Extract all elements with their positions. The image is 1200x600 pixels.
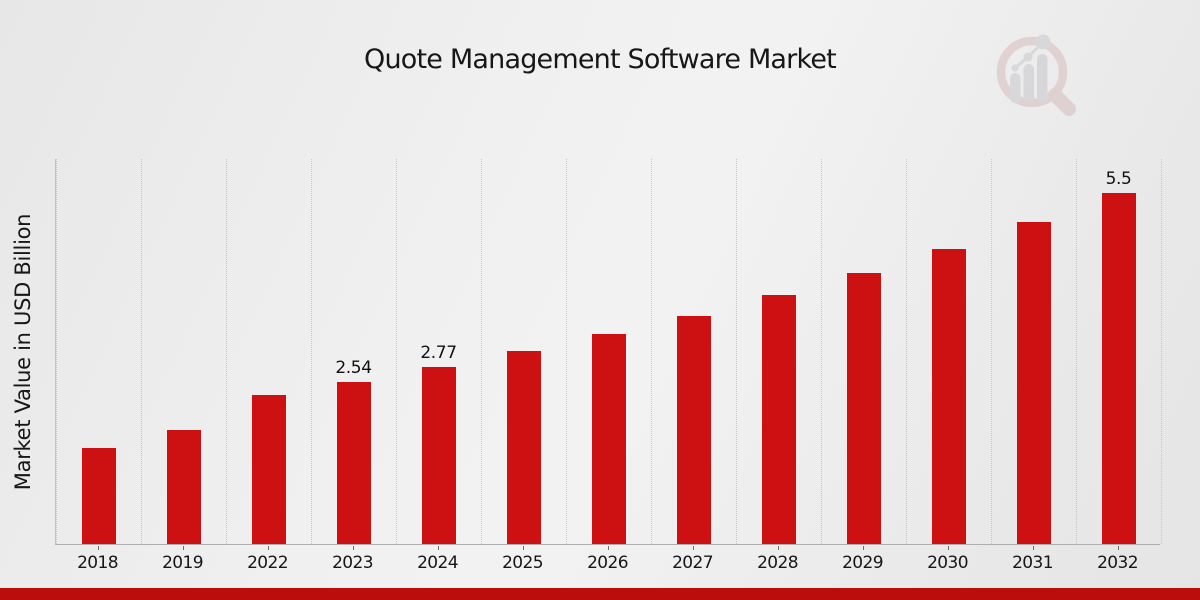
- chart-title: Quote Management Software Market: [364, 44, 837, 75]
- y-axis-label: Market Value in USD Billion: [11, 213, 35, 491]
- gridline-vertical: [396, 159, 397, 544]
- bar-2022: [251, 395, 286, 544]
- bar-2019: [166, 429, 201, 544]
- x-tick-label-2024: 2024: [417, 553, 458, 573]
- x-axis-tick: [182, 546, 184, 550]
- data-label-2032: 5.5: [1105, 169, 1132, 190]
- x-axis-tick: [522, 546, 524, 550]
- x-axis-tick: [947, 546, 949, 550]
- gridline-vertical: [736, 159, 737, 544]
- gridline-vertical: [481, 159, 482, 544]
- gridline-vertical: [56, 159, 57, 544]
- x-tick-label-2029: 2029: [842, 553, 883, 573]
- gridline-vertical: [821, 159, 822, 544]
- x-tick-label-2030: 2030: [927, 553, 968, 573]
- x-axis-tick: [437, 546, 439, 550]
- gridline-vertical: [566, 159, 567, 544]
- bar-2032: [1101, 193, 1136, 544]
- bar-2030: [931, 248, 966, 544]
- data-label-2023: 2.54: [335, 357, 372, 378]
- x-axis: 2018 2019 2022 2023 2024 2025 2026 2027 2028 2029…: [55, 546, 1160, 580]
- bar-2027: [676, 315, 711, 544]
- bar-2023: [336, 381, 371, 544]
- x-axis-tick: [267, 546, 269, 550]
- x-axis-tick: [607, 546, 609, 550]
- bar-2024: [421, 367, 456, 544]
- x-axis-tick: [1117, 546, 1119, 550]
- x-tick-label-2018: 2018: [77, 553, 118, 573]
- x-tick-label-2031: 2031: [1012, 553, 1053, 573]
- x-tick-label-2022: 2022: [247, 553, 288, 573]
- gridline-vertical: [311, 159, 312, 544]
- x-axis-tick: [692, 546, 694, 550]
- bar-2029: [846, 272, 881, 544]
- gridline-vertical: [1161, 159, 1162, 544]
- bar-2018: [81, 448, 116, 544]
- x-axis-tick: [1032, 546, 1034, 550]
- magnifier-bar-chart-logo-icon: [992, 27, 1092, 121]
- footer-brand-stripe: [0, 588, 1200, 600]
- x-axis-tick: [352, 546, 354, 550]
- x-axis-tick: [862, 546, 864, 550]
- x-tick-label-2019: 2019: [162, 553, 203, 573]
- x-tick-label-2025: 2025: [502, 553, 543, 573]
- gridline-vertical: [141, 159, 142, 544]
- x-tick-label-2027: 2027: [672, 553, 713, 573]
- gridline-vertical: [1076, 159, 1077, 544]
- x-tick-label-2026: 2026: [587, 553, 628, 573]
- x-axis-tick: [97, 546, 99, 550]
- bar-2026: [591, 334, 626, 544]
- x-tick-label-2032: 2032: [1097, 553, 1138, 573]
- gridline-vertical: [651, 159, 652, 544]
- gridline-vertical: [226, 159, 227, 544]
- bar-2028: [761, 295, 796, 544]
- gridline-vertical: [906, 159, 907, 544]
- bar-2025: [506, 351, 541, 544]
- gridline-vertical: [991, 159, 992, 544]
- data-label-2024: 2.77: [420, 343, 457, 364]
- x-tick-label-2028: 2028: [757, 553, 798, 573]
- x-tick-label-2023: 2023: [332, 553, 373, 573]
- x-axis-tick: [777, 546, 779, 550]
- plot-area: 2.54 2.77 5.5: [55, 159, 1162, 545]
- bar-2031: [1016, 221, 1051, 544]
